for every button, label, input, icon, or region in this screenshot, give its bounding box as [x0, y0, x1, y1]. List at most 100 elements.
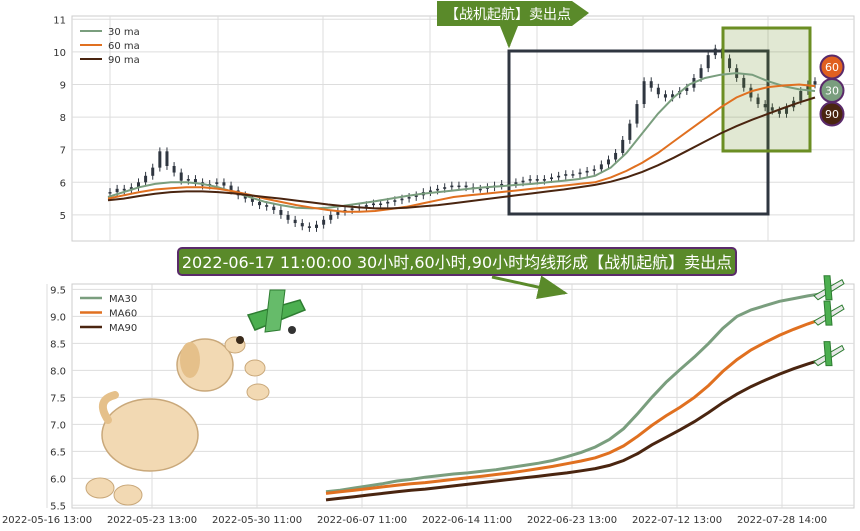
candle-body-42 — [407, 196, 411, 199]
candle-body-25 — [286, 214, 290, 220]
candle-body-60 — [535, 179, 539, 181]
top-legend-label-2: 90 ma — [108, 55, 140, 66]
top-legend: 30 ma 60 ma 90 ma — [80, 27, 140, 66]
candle-body-66 — [578, 172, 582, 175]
candle-body-61 — [542, 179, 546, 181]
bottom-x-tick-5: 2022-06-23 13:00 — [527, 515, 617, 526]
candle-body-21 — [258, 201, 262, 206]
candle-body-99 — [813, 81, 817, 85]
candle-body-28 — [307, 226, 311, 228]
candle-body-4 — [136, 182, 140, 188]
bottom-y-tick-1: 6.0 — [50, 474, 66, 485]
bottom-y-ticks: 5.5 6.0 6.5 7.0 7.5 8.0 8.5 9.0 9.5 — [50, 285, 66, 512]
candle-body-24 — [279, 210, 283, 215]
candle-body-75 — [642, 81, 646, 105]
candle-body-37 — [371, 203, 375, 206]
candle-body-45 — [428, 190, 432, 193]
bottom-annotation-arrow — [491, 275, 568, 299]
candle-body-34 — [350, 208, 354, 211]
candle-body-6 — [151, 167, 155, 176]
candle-body-92 — [763, 104, 767, 108]
candle-body-50 — [464, 185, 468, 188]
candle-body-62 — [550, 177, 554, 180]
top-panel: 5 6 7 8 9 10 11 60 30 90 30 ma 60 ma 90 ma 【战机起航】卖… — [53, 1, 855, 242]
candle-body-63 — [557, 175, 561, 178]
bottom-series-line-0 — [325, 292, 823, 494]
candle-body-20 — [250, 198, 254, 202]
candle-body-32 — [336, 211, 340, 215]
candle-body-19 — [243, 195, 247, 199]
candle-body-46 — [436, 188, 440, 191]
candle-body-47 — [443, 187, 447, 189]
candle-body-91 — [756, 97, 760, 105]
bottom-series-line-1 — [325, 317, 823, 495]
bottom-y-tick-7: 9.0 — [50, 312, 66, 323]
end-marker-label-60: 60 — [825, 61, 839, 74]
candle-body-68 — [592, 169, 596, 171]
bottom-end-plane-icons — [813, 275, 845, 367]
bottom-grid — [46, 284, 854, 508]
top-y-tick-3: 8 — [60, 113, 66, 124]
candle-body-39 — [386, 201, 390, 204]
candle-body-58 — [521, 180, 525, 183]
bottom-annotation: 2022-06-17 11:00:00 30小时,60小时,90小时均线形成【战… — [177, 247, 737, 299]
end-marker-90 — [819, 101, 845, 127]
candle-body-87 — [728, 58, 732, 69]
bottom-x-tick-3: 2022-06-07 11:00 — [317, 515, 407, 526]
candle-body-7 — [158, 151, 162, 168]
bottom-x-ticks: 2022-05-16 13:00 2022-05-23 13:00 2022-05-… — [2, 515, 827, 526]
candle-body-94 — [777, 110, 781, 114]
bottom-x-tick-6: 2022-07-12 13:00 — [632, 515, 722, 526]
top-annotation-banner — [437, 1, 589, 26]
candle-body-48 — [450, 185, 454, 188]
plane-icon-0 — [813, 275, 845, 301]
candle-body-40 — [393, 200, 397, 202]
candle-body-97 — [799, 91, 803, 101]
top-annotation-text: 【战机起航】卖出点 — [445, 7, 571, 23]
bottom-y-tick-3: 7.0 — [50, 420, 66, 431]
bottom-legend-label-1: MA60 — [109, 309, 137, 320]
top-y-tick-1: 6 — [60, 178, 66, 189]
candle-body-10 — [179, 172, 183, 181]
bottom-legend-label-0: MA30 — [109, 294, 137, 305]
candle-body-52 — [478, 188, 482, 191]
candle-body-31 — [329, 214, 333, 220]
candle-body-43 — [414, 195, 418, 197]
candle-body-2 — [122, 188, 126, 191]
candle-body-9 — [172, 166, 176, 173]
candle-body-90 — [749, 87, 753, 98]
candle-body-23 — [272, 206, 276, 211]
candle-body-41 — [400, 198, 404, 201]
candle-body-93 — [770, 107, 774, 111]
candle-body-29 — [315, 224, 319, 228]
candle-body-26 — [293, 219, 297, 224]
bottom-y-tick-5: 8.0 — [50, 366, 66, 377]
candle-body-74 — [635, 104, 639, 124]
candle-body-22 — [265, 205, 269, 207]
candle-body-76 — [649, 81, 653, 88]
bottom-legend-label-2: MA90 — [109, 323, 137, 334]
candle-body-83 — [699, 68, 703, 78]
bottom-y-tick-6: 8.5 — [50, 339, 66, 350]
top-y-ticks: 5 6 7 8 9 10 11 — [53, 15, 66, 222]
bottom-x-tick-4: 2022-06-14 11:00 — [422, 515, 512, 526]
bottom-annotation-banner — [177, 247, 737, 276]
candle-body-15 — [215, 182, 219, 184]
candle-body-49 — [457, 185, 461, 188]
candle-body-95 — [785, 107, 789, 114]
bottom-panel: 5.5 6.0 6.5 7.0 7.5 8.0 8.5 9.0 9.5 2022-05-16 1… — [2, 247, 855, 526]
candle-body-8 — [165, 151, 169, 166]
bottom-y-tick-0: 5.5 — [50, 501, 66, 512]
bottom-annotation-text: 2022-06-17 11:00:00 30小时,60小时,90小时均线形成【战… — [182, 253, 732, 272]
candle-body-77 — [656, 87, 660, 95]
top-annotation: 【战机起航】卖出点 — [437, 1, 589, 49]
candle-body-71 — [614, 152, 618, 160]
candle-body-17 — [229, 185, 233, 191]
bottom-y-tick-8: 9.5 — [50, 285, 66, 296]
candle-body-27 — [300, 223, 304, 227]
bottom-plot-area — [71, 283, 855, 509]
candle-body-12 — [193, 179, 197, 183]
candle-body-67 — [585, 170, 589, 173]
candle-body-38 — [379, 203, 383, 205]
candle-body-69 — [599, 164, 603, 170]
